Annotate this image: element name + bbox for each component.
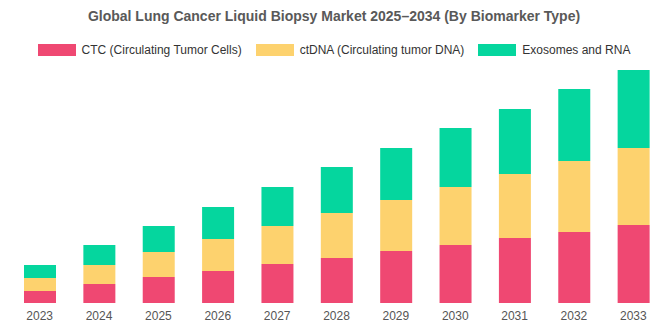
- svg-text:2029: 2029: [383, 309, 410, 323]
- svg-text:2026: 2026: [204, 309, 231, 323]
- html-text:Global Lung Cancer Liquid Biop: Global Lung Cancer Liquid Biopsy Market …: [87, 8, 581, 24]
- html-text:ctDNA (Circulating tumor DNA): ctDNA (Circulating tumor DNA): [299, 43, 465, 57]
- svg-text:2023: 2023: [26, 309, 53, 323]
- svg-text:2025: 2025: [145, 309, 172, 323]
- svg-text:2030: 2030: [442, 309, 469, 323]
- html-text:CTC (Circulating Tumor Cells): CTC (Circulating Tumor Cells): [81, 43, 242, 57]
- svg-text:2027: 2027: [264, 309, 291, 323]
- svg-text:2032: 2032: [561, 309, 588, 323]
- svg-text:2024: 2024: [86, 309, 113, 323]
- svg-text:2028: 2028: [323, 309, 350, 323]
- svg-text:2033: 2033: [620, 309, 647, 323]
- html-text:Exosomes and RNA: Exosomes and RNA: [522, 43, 631, 57]
- svg-text:2031: 2031: [501, 309, 528, 323]
